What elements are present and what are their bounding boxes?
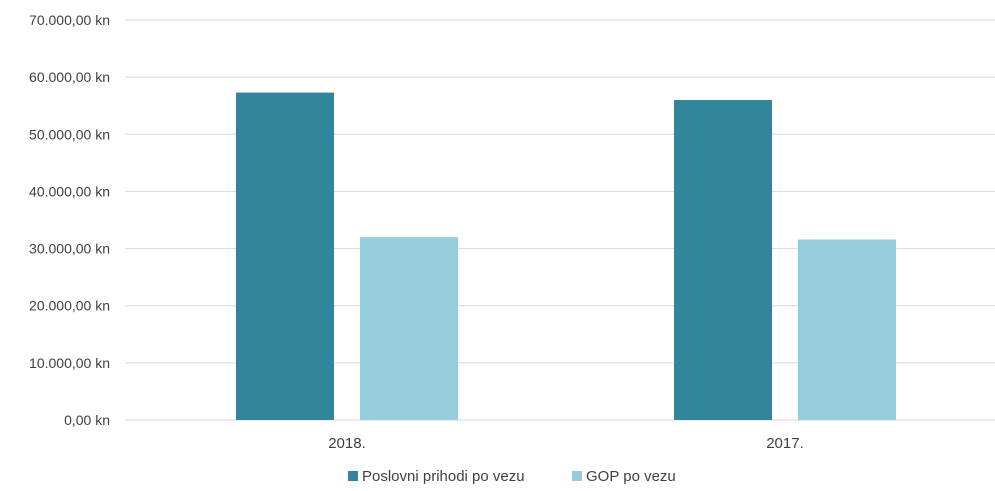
bar-gop-0 xyxy=(360,237,458,420)
y-tick-label: 20.000,00 kn xyxy=(29,298,110,314)
legend: Poslovni prihodi po vezu GOP po vezu xyxy=(348,468,676,485)
bar-gop-1 xyxy=(798,239,896,420)
y-tick-label: 70.000,00 kn xyxy=(29,12,110,28)
legend-swatch xyxy=(572,471,582,481)
x-category-label: 2017. xyxy=(766,435,804,452)
x-axis-categories: 2018. 2017. xyxy=(328,435,804,452)
y-tick-label: 50.000,00 kn xyxy=(29,126,110,142)
y-tick-label: 40.000,00 kn xyxy=(29,183,110,199)
legend-label: Poslovni prihodi po vezu xyxy=(362,468,525,485)
bar-poslovni-prihodi-0 xyxy=(236,92,334,421)
x-category-label: 2018. xyxy=(328,435,366,452)
bars xyxy=(236,92,896,421)
legend-swatch xyxy=(348,471,358,481)
y-tick-label: 60.000,00 kn xyxy=(29,69,110,85)
legend-label: GOP po vezu xyxy=(586,468,676,485)
y-tick-label: 0,00 kn xyxy=(64,412,110,428)
y-tick-label: 10.000,00 kn xyxy=(29,355,110,371)
y-tick-label: 30.000,00 kn xyxy=(29,241,110,257)
y-axis-ticks: 0,00 kn 10.000,00 kn 20.000,00 kn 30.000,00… xyxy=(29,12,110,428)
bar-poslovni-prihodi-1 xyxy=(674,100,772,420)
